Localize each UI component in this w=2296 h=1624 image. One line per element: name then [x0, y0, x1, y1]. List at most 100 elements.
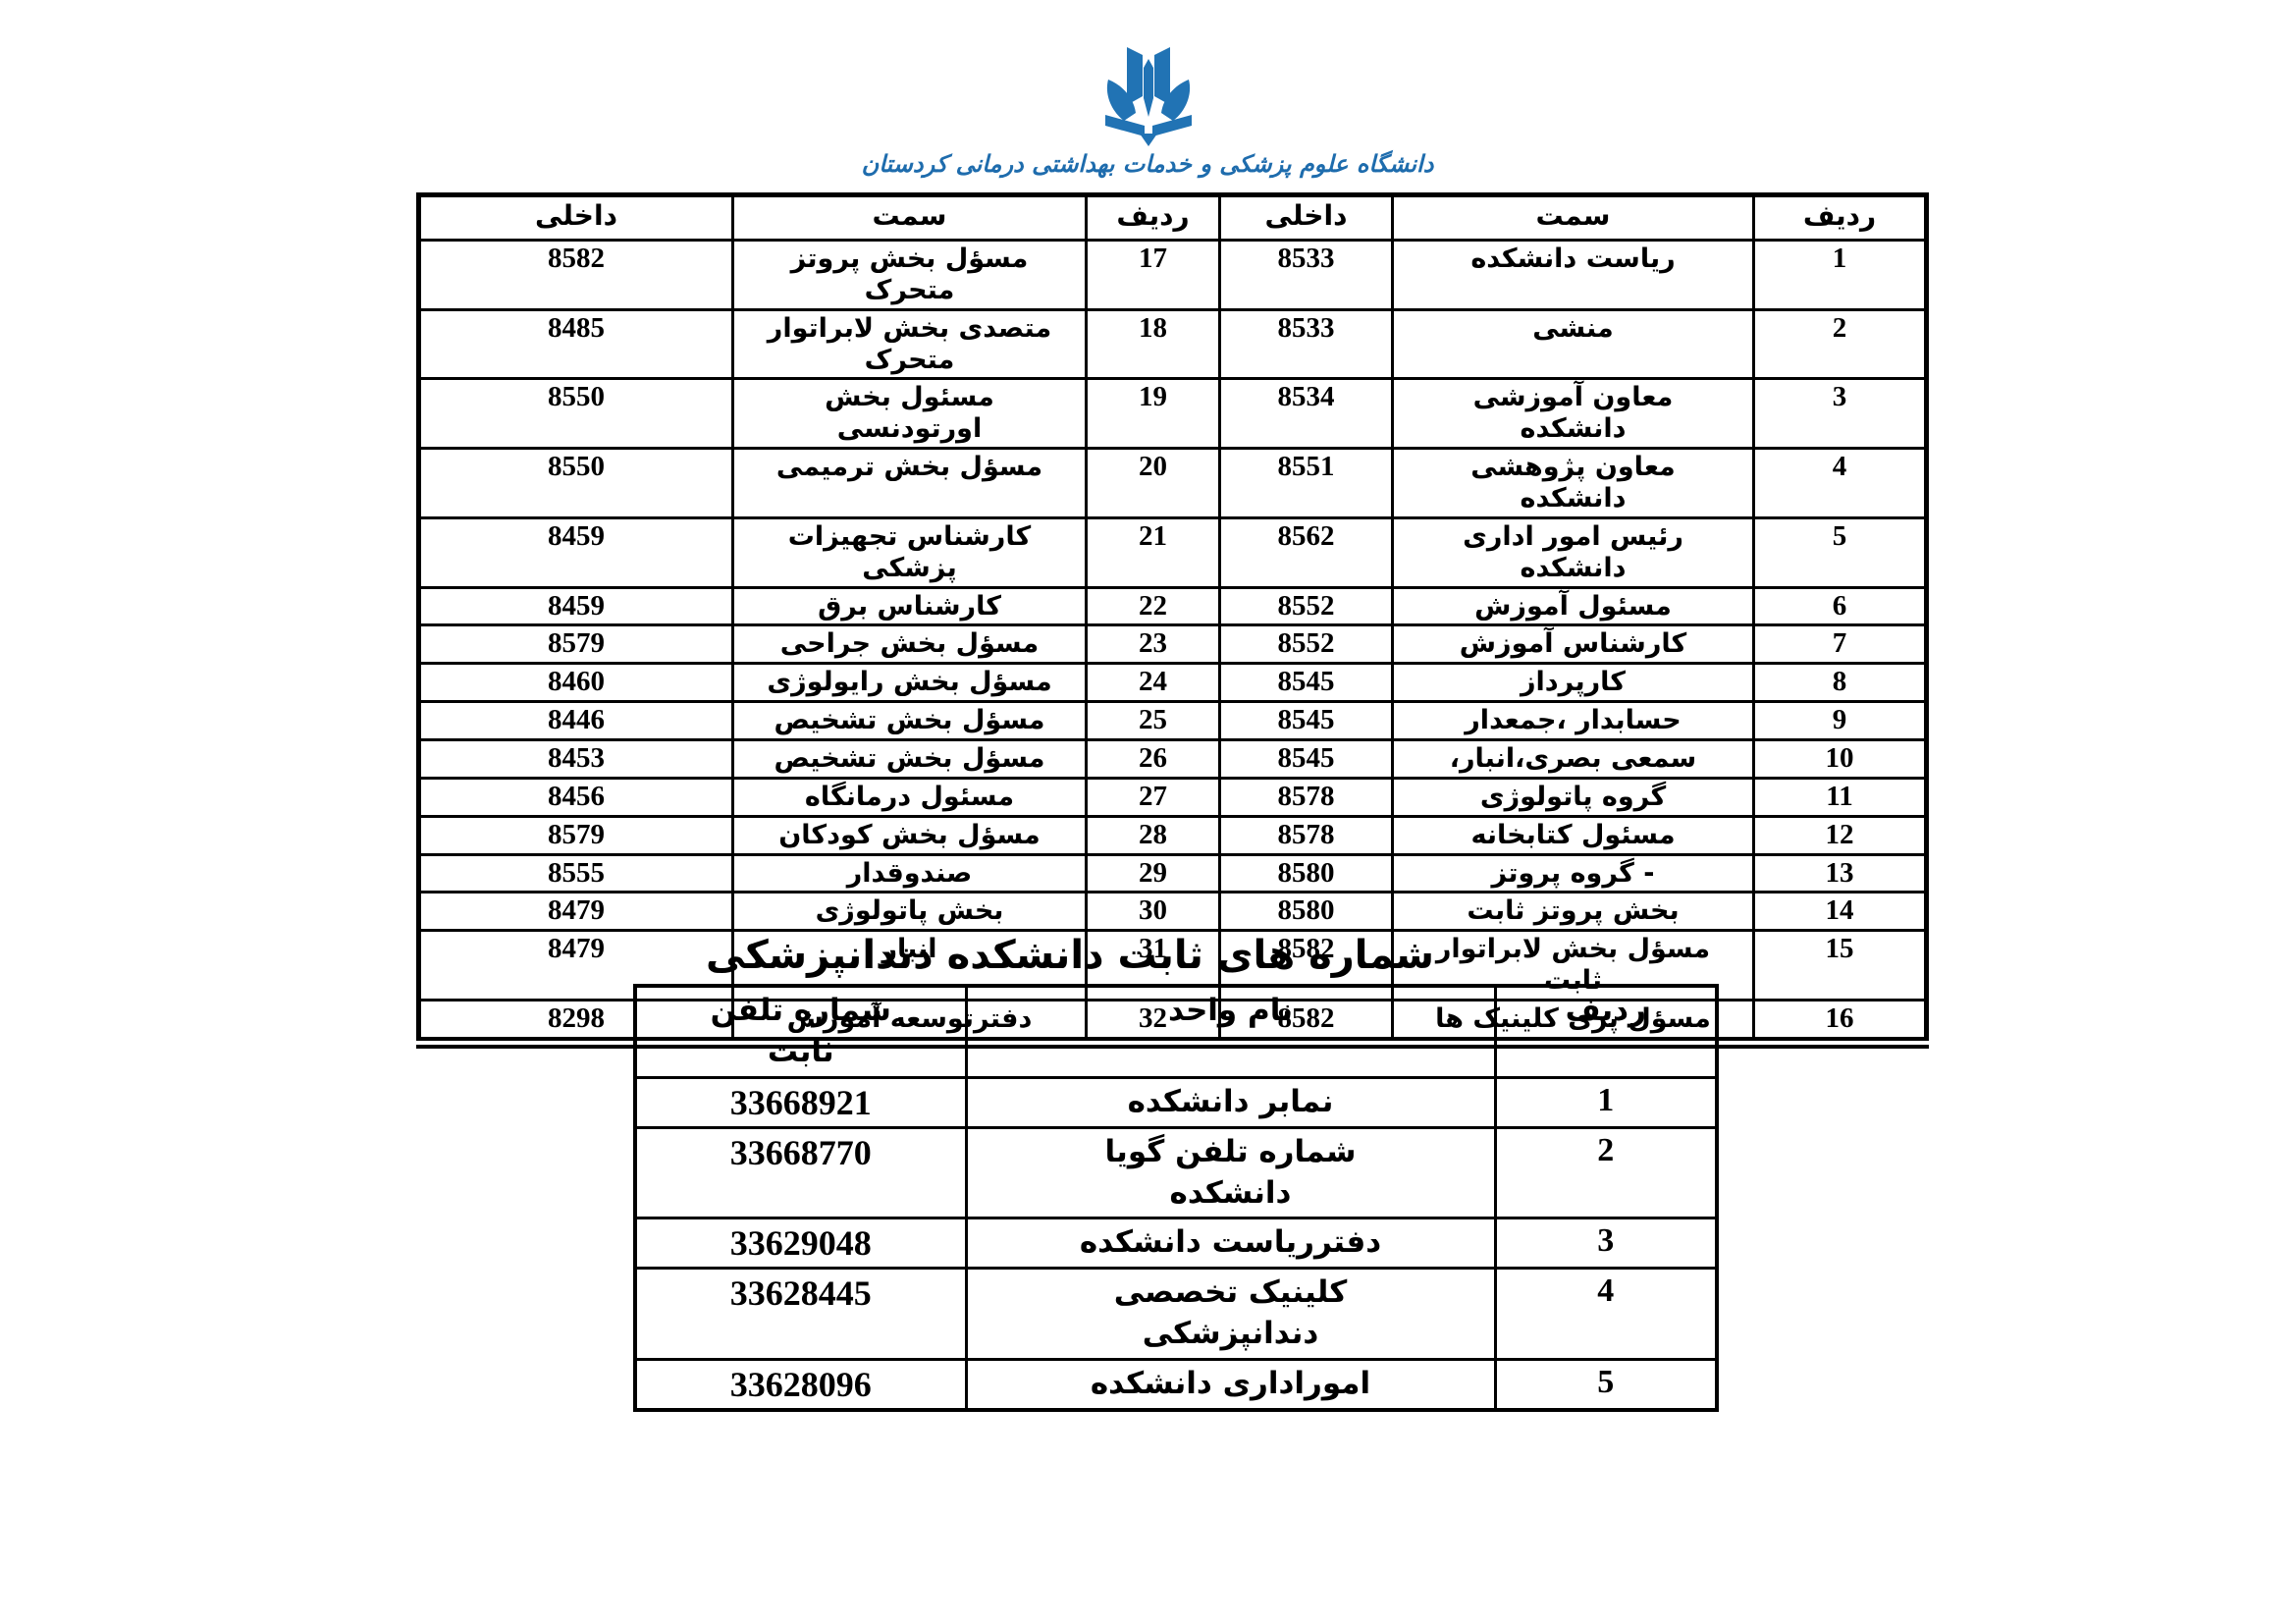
landline-table: ردیف نام واحد شماره تلفن ثابت 1 نمابر دا…: [633, 984, 1719, 1413]
extension-cell: 8460: [417, 662, 734, 704]
extension-cell: 8533: [1218, 239, 1394, 311]
position-cell: مسئول بخش اورتودنسی: [731, 377, 1088, 451]
position-cell: کارشناس آموزش: [1391, 623, 1755, 666]
radif-cell: 12: [1752, 814, 1928, 856]
table-row: 11 گروه پاتولوژی 8578 27 مسئول درمانگاه …: [417, 776, 1928, 818]
extension-cell: 8479: [417, 891, 734, 933]
position-cell: رئیس امور اداری دانشکده: [1391, 515, 1755, 589]
extension-cell: 8545: [1218, 662, 1394, 704]
position-cell: مسئول آموزش: [1391, 585, 1755, 627]
table-row: 9 حسابدار ،جمعدار 8545 25 مسؤل بخش تشخیص…: [417, 700, 1928, 742]
table-header-row: ردیف سمت داخلی ردیف سمت داخلی: [417, 193, 1928, 242]
position-cell: ریاست دانشکده: [1391, 239, 1755, 311]
radif-cell: 11: [1752, 776, 1928, 818]
phone-cell: 33668770: [633, 1125, 968, 1220]
radif-cell: 7: [1752, 623, 1928, 666]
table-row: 4 کلینیک تخصصی دندانپزشکی 33628445: [633, 1267, 1719, 1362]
extensions-table: ردیف سمت داخلی ردیف سمت داخلی 1 ریاست دا…: [416, 192, 1929, 1049]
radif-cell: 2: [1493, 1125, 1719, 1220]
header-landline-phone: شماره تلفن ثابت: [633, 984, 968, 1079]
university-name-caption: دانشگاه علوم پزشکی و خدمات بهداشتی درمان…: [861, 149, 1434, 178]
radif-cell: 3: [1493, 1217, 1719, 1271]
position-cell: کارپرداز: [1391, 662, 1755, 704]
extension-cell: 8485: [417, 307, 734, 381]
extension-cell: 8552: [1218, 623, 1394, 666]
position-cell: مسؤل بخش لابراتوار ثابت: [1391, 929, 1755, 1002]
radif-cell: 19: [1085, 377, 1221, 451]
position-cell: معاون آموزشی دانشکده: [1391, 377, 1755, 451]
table-header-row: ردیف نام واحد شماره تلفن ثابت: [633, 984, 1719, 1079]
radif-cell: 5: [1493, 1358, 1719, 1412]
radif-cell: 5: [1752, 515, 1928, 589]
header-semat-right: سمت: [1391, 193, 1755, 242]
extension-cell: 8534: [1218, 377, 1394, 451]
position-cell: مسؤل بخش کودکان: [731, 814, 1088, 856]
header-radif: ردیف: [1493, 984, 1719, 1079]
extension-cell: 8578: [1218, 776, 1394, 818]
radif-cell: 14: [1752, 891, 1928, 933]
unit-cell: کلینیک تخصصی دندانپزشکی: [964, 1267, 1497, 1362]
radif-cell: 28: [1085, 814, 1221, 856]
extension-cell: 8446: [417, 700, 734, 742]
header-unit-name: نام واحد: [964, 984, 1497, 1079]
table-row: 12 مسئول کتابخانه 8578 28 مسؤل بخش کودکا…: [417, 814, 1928, 856]
radif-cell: 2: [1752, 307, 1928, 381]
table-row: 6 مسئول آموزش 8552 22 کارشناس برق 8459: [417, 585, 1928, 627]
radif-cell: 18: [1085, 307, 1221, 381]
table-row: 1 ریاست دانشکده 8533 17 مسؤل بخش پروتز م…: [417, 239, 1928, 311]
extension-cell: 8456: [417, 776, 734, 818]
position-cell: سمعی بصری،انبار،: [1391, 738, 1755, 780]
extension-cell: 8550: [417, 377, 734, 451]
radif-cell: 4: [1752, 447, 1928, 519]
extension-cell: 8580: [1218, 852, 1394, 894]
radif-cell: 22: [1085, 585, 1221, 627]
table-row: 7 کارشناس آموزش 8552 23 مسؤل بخش جراحی 8…: [417, 623, 1928, 666]
radif-cell: 27: [1085, 776, 1221, 818]
radif-cell: 1: [1493, 1075, 1719, 1129]
table-row: 3 معاون آموزشی دانشکده 8534 19 مسئول بخش…: [417, 377, 1928, 451]
header-radif-right: ردیف: [1752, 193, 1928, 242]
position-cell: مسؤل بخش جراحی: [731, 623, 1088, 666]
extension-cell: 8580: [1218, 891, 1394, 933]
position-cell: بخش پاتولوژی: [731, 891, 1088, 933]
position-cell: مسؤل بخش تشخیص: [731, 700, 1088, 742]
phone-cell: 33629048: [633, 1217, 968, 1271]
position-cell: کارشناس برق: [731, 585, 1088, 627]
position-cell: مسؤل بخش تشخیص: [731, 738, 1088, 780]
table-row: 2 شماره تلفن گویا دانشکده 33668770: [633, 1125, 1719, 1220]
radif-cell: 30: [1085, 891, 1221, 933]
extension-cell: 8555: [417, 852, 734, 894]
position-cell: گروه پاتولوژی: [1391, 776, 1755, 818]
extension-cell: 8479: [417, 929, 734, 1002]
extension-cell: 8545: [1218, 700, 1394, 742]
position-cell: معاون پژوهشی دانشکده: [1391, 447, 1755, 519]
table-row: 8 کارپرداز 8545 24 مسؤل بخش رایولوژی 846…: [417, 662, 1928, 704]
table-row: 14 بخش پروتز ثابت 8580 30 بخش پاتولوژی 8…: [417, 891, 1928, 933]
extension-cell: 8459: [417, 515, 734, 589]
radif-cell: 3: [1752, 377, 1928, 451]
extension-cell: 8545: [1218, 738, 1394, 780]
extension-cell: 8453: [417, 738, 734, 780]
radif-cell: 21: [1085, 515, 1221, 589]
header-dakheli-right: داخلی: [1218, 193, 1394, 242]
position-cell: منشی: [1391, 307, 1755, 381]
table-row: 5 اموراداری دانشکده 33628096: [633, 1358, 1719, 1412]
position-cell: صندوقدار: [731, 852, 1088, 894]
table-row: 13 - گروه پروتز 8580 29 صندوقدار 8555: [417, 852, 1928, 894]
position-cell: متصدی بخش لابراتوار متحرک: [731, 307, 1088, 381]
extension-cell: 8459: [417, 585, 734, 627]
radif-cell: 1: [1752, 239, 1928, 311]
radif-cell: 24: [1085, 662, 1221, 704]
header-semat-left: سمت: [731, 193, 1088, 242]
radif-cell: 26: [1085, 738, 1221, 780]
radif-cell: 20: [1085, 447, 1221, 519]
header-radif-left: ردیف: [1085, 193, 1221, 242]
phone-cell: 33668921: [633, 1075, 968, 1129]
radif-cell: 29: [1085, 852, 1221, 894]
extension-cell: 8533: [1218, 307, 1394, 381]
table-row: 3 دفترریاست دانشکده 33629048: [633, 1217, 1719, 1271]
extension-cell: 8552: [1218, 585, 1394, 627]
position-cell: - گروه پروتز: [1391, 852, 1755, 894]
extension-cell: 8551: [1218, 447, 1394, 519]
